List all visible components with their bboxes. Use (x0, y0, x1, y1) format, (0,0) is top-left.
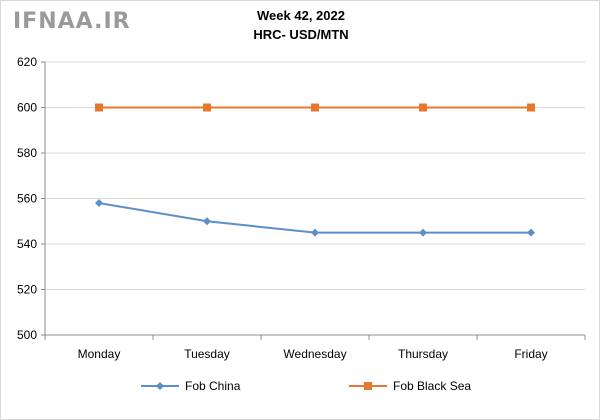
x-tick-label-wednesday: Wednesday (283, 347, 346, 361)
data-point-fob-china-3 (419, 228, 427, 237)
watermark-logo: IFNAA.IR (13, 9, 131, 34)
x-tick-label-friday: Friday (514, 347, 547, 361)
legend-marker-fob-black-sea-icon (349, 382, 387, 390)
legend-item-fob-china: Fob China (141, 379, 240, 393)
y-tick-label-520: 520 (17, 283, 37, 297)
x-tick-label-thursday: Thursday (398, 347, 448, 361)
x-tick-label-tuesday: Tuesday (184, 347, 230, 361)
chart-title: Week 42, 2022 (257, 8, 345, 23)
data-point-fob-china-0 (95, 199, 103, 208)
legend-label-fob-black-sea: Fob Black Sea (393, 379, 472, 393)
y-tick-label-560: 560 (17, 192, 37, 206)
data-point-fob-china-2 (311, 228, 319, 237)
data-point-fob-black-sea-3 (419, 103, 427, 112)
data-point-fob-black-sea-2 (311, 103, 319, 112)
y-tick-label-600: 600 (17, 101, 37, 115)
chart-subtitle: HRC- USD/MTN (253, 27, 349, 42)
series-line-fob-china (98, 202, 531, 234)
legend-label-fob-china: Fob China (185, 379, 241, 393)
y-tick-label-540: 540 (17, 237, 37, 251)
y-tick-label-500: 500 (17, 328, 37, 342)
legend-item-fob-black-sea: Fob Black Sea (349, 379, 471, 393)
legend-marker-fob-china-icon (141, 382, 179, 390)
data-point-fob-black-sea-1 (203, 103, 211, 112)
y-tick-label-580: 580 (17, 146, 37, 160)
data-point-fob-china-4 (527, 228, 535, 237)
data-point-fob-black-sea-0 (95, 103, 103, 112)
x-tick-label-monday: Monday (78, 347, 121, 361)
y-tick-label-620: 620 (17, 55, 37, 69)
data-point-fob-black-sea-4 (527, 103, 535, 112)
data-point-fob-china-1 (203, 217, 211, 226)
legend: Fob China Fob Black Sea (1, 379, 600, 403)
